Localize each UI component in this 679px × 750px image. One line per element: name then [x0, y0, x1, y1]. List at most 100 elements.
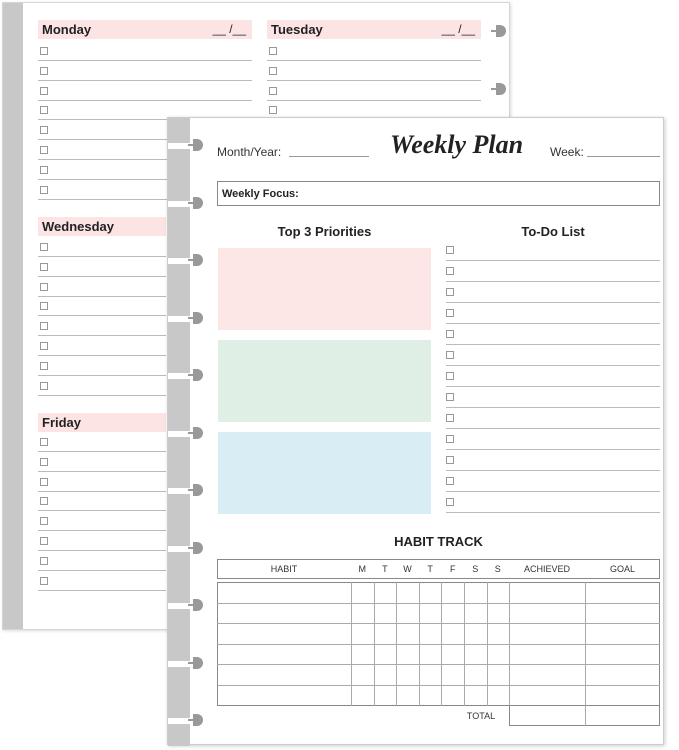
todo-line[interactable] — [446, 407, 660, 408]
checkbox[interactable] — [269, 106, 277, 115]
checkbox[interactable] — [40, 146, 48, 154]
todo-line[interactable] — [446, 302, 660, 303]
checkbox[interactable] — [40, 165, 48, 174]
todo-checkbox[interactable] — [446, 309, 454, 317]
task-line[interactable] — [38, 451, 166, 452]
checkbox[interactable] — [40, 126, 48, 135]
todo-line[interactable] — [446, 512, 660, 513]
todo-checkbox[interactable] — [446, 267, 454, 275]
checkbox[interactable] — [40, 556, 48, 565]
checkbox[interactable] — [40, 47, 48, 55]
task-line[interactable] — [38, 490, 166, 492]
todo-checkbox[interactable] — [446, 414, 454, 422]
task-line[interactable] — [38, 315, 166, 317]
weekly-focus-box[interactable]: Weekly Focus: — [217, 181, 660, 206]
task-line[interactable] — [267, 60, 481, 61]
task-line[interactable] — [38, 159, 252, 160]
checkbox[interactable] — [40, 66, 48, 75]
task-line[interactable] — [38, 589, 166, 591]
checkbox[interactable] — [40, 243, 48, 251]
task-line[interactable] — [38, 355, 166, 356]
todo-checkbox[interactable] — [446, 288, 454, 296]
task-line[interactable] — [38, 530, 166, 532]
task-line[interactable] — [38, 550, 166, 551]
todo-line[interactable] — [446, 344, 660, 345]
todo-line[interactable] — [446, 323, 660, 324]
ring-hook-icon — [188, 254, 204, 266]
todo-checkbox[interactable] — [446, 456, 454, 464]
month-year-field[interactable] — [289, 156, 369, 157]
checkbox[interactable] — [40, 302, 48, 311]
ring-hook-icon — [188, 426, 204, 439]
todo-line[interactable] — [446, 491, 660, 492]
todo-line[interactable] — [446, 365, 660, 366]
task-line[interactable] — [38, 569, 166, 571]
checkbox[interactable] — [40, 322, 48, 331]
todo-checkbox[interactable] — [446, 435, 454, 443]
todo-line[interactable] — [446, 281, 660, 282]
todo-checkbox[interactable] — [446, 372, 454, 380]
date-field[interactable]: __ /__ — [212, 22, 246, 36]
task-line[interactable] — [38, 470, 166, 472]
checkbox[interactable] — [269, 47, 277, 55]
todo-checkbox[interactable] — [446, 393, 454, 401]
todo-line[interactable] — [446, 428, 660, 429]
checkbox[interactable] — [40, 361, 48, 370]
checkbox[interactable] — [40, 477, 48, 486]
task-line[interactable] — [38, 60, 252, 61]
task-line[interactable] — [38, 119, 252, 121]
checkbox[interactable] — [40, 517, 48, 526]
task-line[interactable] — [38, 295, 166, 297]
checkbox[interactable] — [40, 381, 48, 390]
todo-checkbox[interactable] — [446, 498, 454, 506]
checkbox[interactable] — [269, 86, 277, 95]
binding-tab — [168, 379, 190, 431]
task-line[interactable] — [38, 256, 166, 257]
todo-checkbox[interactable] — [446, 246, 454, 254]
task-line[interactable] — [38, 79, 252, 81]
checkbox[interactable] — [40, 282, 48, 291]
checkbox[interactable] — [40, 86, 48, 95]
todo-line[interactable] — [446, 260, 660, 261]
task-line[interactable] — [38, 394, 166, 396]
priority-box-3[interactable] — [218, 432, 431, 514]
column-header: F — [449, 564, 456, 574]
priority-box-2[interactable] — [218, 340, 431, 422]
todo-checkbox[interactable] — [446, 330, 454, 338]
checkbox[interactable] — [40, 185, 48, 194]
todo-checkbox[interactable] — [446, 351, 454, 359]
checkbox[interactable] — [40, 576, 48, 585]
task-line[interactable] — [267, 79, 481, 81]
task-line[interactable] — [38, 275, 166, 277]
date-field[interactable]: __ /__ — [441, 22, 475, 36]
task-line[interactable] — [38, 374, 166, 376]
todo-line[interactable] — [446, 386, 660, 387]
task-line[interactable] — [38, 335, 166, 337]
task-line[interactable] — [38, 99, 252, 101]
todo-line[interactable] — [446, 449, 660, 450]
ring-hook-icon — [491, 25, 507, 37]
checkbox[interactable] — [40, 262, 48, 271]
checkbox[interactable] — [40, 537, 48, 545]
todo-line[interactable] — [446, 470, 660, 471]
day-header-monday: Monday __ /__ — [38, 20, 252, 39]
priority-box-1[interactable] — [218, 248, 431, 330]
task-line[interactable] — [38, 139, 252, 141]
week-field[interactable] — [587, 156, 660, 157]
column-header: GOAL — [609, 564, 635, 574]
task-line[interactable] — [38, 198, 252, 200]
checkbox[interactable] — [40, 457, 48, 466]
total-box[interactable] — [509, 705, 660, 726]
grid-col-line — [464, 582, 465, 706]
task-line[interactable] — [267, 99, 481, 101]
todo-checkbox[interactable] — [446, 477, 454, 485]
checkbox[interactable] — [40, 106, 48, 115]
day-name: Tuesday — [271, 22, 323, 37]
checkbox[interactable] — [40, 438, 48, 446]
checkbox[interactable] — [269, 66, 277, 75]
binding-tab — [168, 206, 190, 258]
checkbox[interactable] — [40, 342, 48, 350]
checkbox[interactable] — [40, 497, 48, 506]
task-line[interactable] — [38, 510, 166, 512]
task-line[interactable] — [38, 178, 252, 180]
